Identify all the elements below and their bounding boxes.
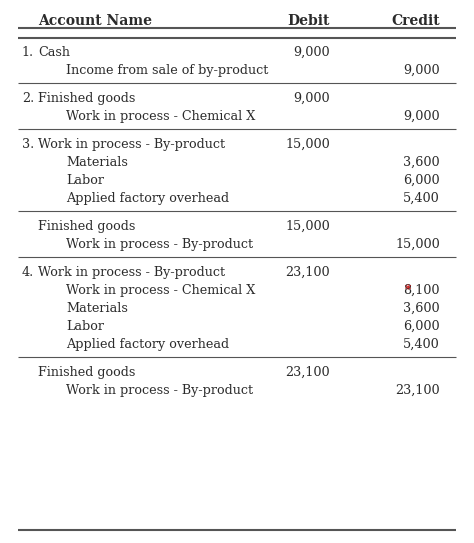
Text: 6,000: 6,000 [403,320,440,333]
Text: 9,000: 9,000 [293,46,330,59]
Text: Cash: Cash [38,46,70,59]
Text: Credit: Credit [392,14,440,28]
Text: Finished goods: Finished goods [38,220,136,233]
Text: Work in process - By-product: Work in process - By-product [66,384,253,397]
Text: 23,100: 23,100 [285,366,330,379]
Text: *: * [405,284,411,297]
Text: Materials: Materials [66,302,128,315]
Text: Work in process - By-product: Work in process - By-product [38,138,225,151]
Text: Income from sale of by-product: Income from sale of by-product [66,64,268,77]
Text: Finished goods: Finished goods [38,92,136,105]
Text: 3,600: 3,600 [403,302,440,315]
Text: Work in process - By-product: Work in process - By-product [66,238,253,251]
Text: Account Name: Account Name [38,14,152,28]
Text: 6,000: 6,000 [403,174,440,187]
Text: 9,000: 9,000 [403,64,440,77]
Text: 15,000: 15,000 [285,220,330,233]
Text: Materials: Materials [66,156,128,169]
Text: Applied factory overhead: Applied factory overhead [66,338,229,351]
Text: Debit: Debit [288,14,330,28]
Text: 15,000: 15,000 [395,238,440,251]
Text: 5,400: 5,400 [403,192,440,205]
Text: Work in process - By-product: Work in process - By-product [38,266,225,279]
Text: 23,100: 23,100 [395,384,440,397]
Text: Finished goods: Finished goods [38,366,136,379]
Text: 9,000: 9,000 [293,92,330,105]
Text: Work in process - Chemical X: Work in process - Chemical X [66,110,255,123]
Text: 1.: 1. [22,46,34,59]
Text: 5,400: 5,400 [403,338,440,351]
Text: Labor: Labor [66,174,104,187]
Text: 15,000: 15,000 [285,138,330,151]
Text: 9,000: 9,000 [403,110,440,123]
Text: 3,600: 3,600 [403,156,440,169]
Text: 23,100: 23,100 [285,266,330,279]
Text: 2.: 2. [22,92,34,105]
Text: Labor: Labor [66,320,104,333]
Text: Work in process - Chemical X: Work in process - Chemical X [66,284,255,297]
Text: 8,100: 8,100 [403,284,440,297]
Text: 4.: 4. [22,266,34,279]
Text: 3.: 3. [22,138,34,151]
Text: Applied factory overhead: Applied factory overhead [66,192,229,205]
